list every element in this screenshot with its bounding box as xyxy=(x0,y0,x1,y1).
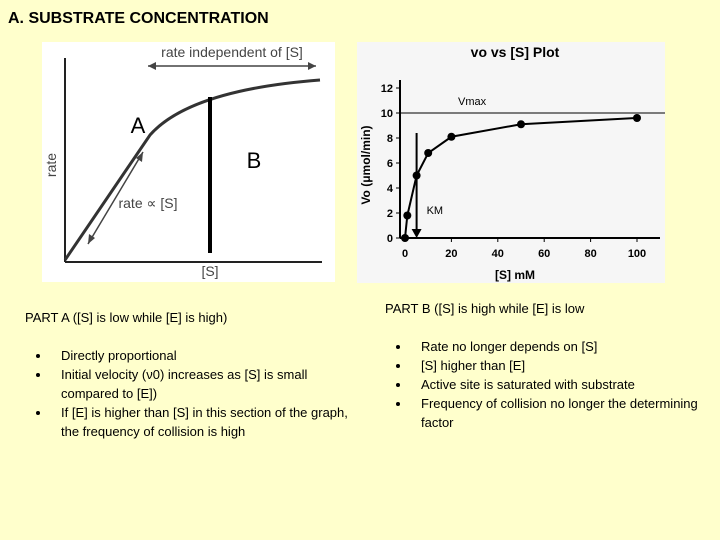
figures: rate independent of [S] A B rate rate ∝ … xyxy=(42,42,665,283)
km-label: KM xyxy=(427,205,444,217)
diagram-label: rate xyxy=(43,153,59,177)
data-point xyxy=(424,149,433,157)
region-label: B xyxy=(247,148,262,173)
y-tick-label: 10 xyxy=(381,108,393,120)
x-tick-label: 40 xyxy=(492,248,504,260)
x-tick-label: 0 xyxy=(402,248,408,260)
region-label: A xyxy=(131,113,146,138)
slope-arrow xyxy=(87,151,144,245)
bullet: Rate no longer depends on [S] xyxy=(411,337,711,356)
y-tick-label: 2 xyxy=(387,208,393,220)
diagram-label: rate independent of [S] xyxy=(161,44,303,60)
data-point xyxy=(401,234,409,242)
km-arrowhead xyxy=(411,229,422,238)
chart-title: vo vs [S] Plot xyxy=(471,44,560,60)
data-point xyxy=(403,211,412,220)
y-tick-label: 0 xyxy=(387,233,393,245)
data-point xyxy=(447,132,456,141)
x-tick-label: 20 xyxy=(445,248,457,260)
x-tick-label: 80 xyxy=(584,248,596,260)
y-tick-label: 12 xyxy=(381,83,393,95)
x-tick-label: 100 xyxy=(628,248,646,260)
bullet-list: Rate no longer depends on [S][S] higher … xyxy=(385,337,711,432)
bullet: Active site is saturated with substrate xyxy=(411,375,711,394)
part-title: PART B ([S] is high while [E] is low xyxy=(385,301,585,316)
data-point xyxy=(633,114,641,122)
diagram-bg xyxy=(42,42,335,282)
vmax-label: Vmax xyxy=(458,96,487,108)
bullet: If [E] is higher than [S] in this sectio… xyxy=(51,403,351,441)
chart-bg xyxy=(357,42,665,283)
y-tick-label: 4 xyxy=(387,183,394,195)
y-axis-label: Vo (μmol/min) xyxy=(359,125,373,204)
diagram-label: rate ∝ [S] xyxy=(118,195,177,211)
x-tick-label: 60 xyxy=(538,248,550,260)
data-point xyxy=(412,171,421,180)
diagram-label: [S] xyxy=(201,263,218,279)
y-tick-label: 8 xyxy=(387,133,393,145)
bullet: Initial velocity (ν0) increases as [S] i… xyxy=(51,365,351,403)
data-point xyxy=(517,120,525,129)
bullet: [S] higher than [E] xyxy=(411,356,711,375)
curve xyxy=(63,78,321,261)
part-title: PART A ([S] is low while [E] is high) xyxy=(25,310,228,325)
bullet: Frequency of collision no longer the det… xyxy=(411,394,711,432)
y-tick-label: 6 xyxy=(387,158,393,170)
bullet: Directly proportional xyxy=(51,346,351,365)
heading: A. SUBSTRATE CONCENTRATION xyxy=(8,10,269,27)
bullet-list: Directly proportionalInitial velocity (ν… xyxy=(25,346,351,441)
x-axis-label: [S] mM xyxy=(495,268,535,282)
